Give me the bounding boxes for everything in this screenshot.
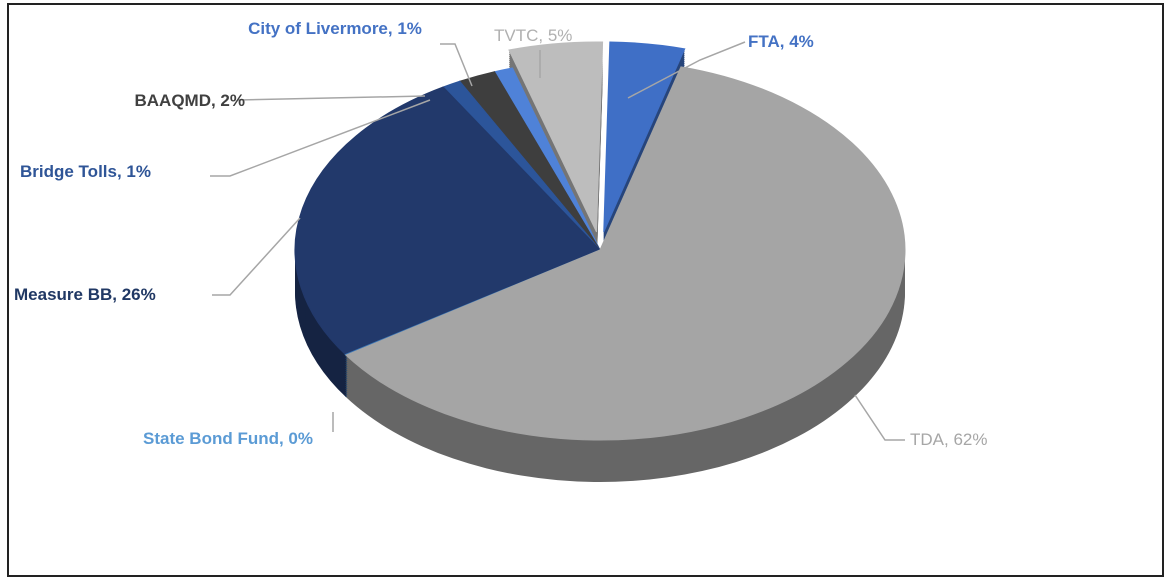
data-label: BAAQMD, 2% [134,91,245,110]
leader-line [237,95,426,101]
data-label: State Bond Fund, 0% [143,429,313,448]
slice [345,66,906,482]
leader-line [627,41,746,99]
data-label: TDA, 62% [910,430,988,449]
leader-line [210,99,431,177]
slice-top [603,41,686,233]
slice-top [508,41,604,233]
data-label: Bridge Tolls, 1% [20,162,151,181]
data-label: Measure BB, 26% [14,285,156,304]
slice-top [345,66,906,441]
slice-top [294,86,601,356]
slice [294,86,601,398]
leader-line [440,43,473,87]
data-label: TVTC, 5% [494,26,573,45]
frame [7,3,1164,577]
leader-line [212,217,301,296]
data-label: City of Livermore, 1% [248,19,422,38]
data-label: FTA, 4% [748,32,814,51]
leader-line [854,394,905,441]
